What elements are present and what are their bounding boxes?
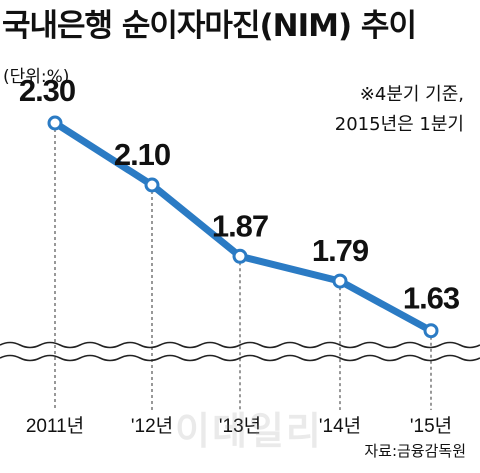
data-label-2: 1.87	[212, 208, 268, 243]
data-point-2	[232, 248, 248, 264]
break-wave-1	[0, 354, 480, 362]
axis-break-waves	[0, 341, 480, 362]
data-point-3	[332, 273, 348, 289]
unit-label: (단위:%)	[3, 67, 70, 87]
chart-title: 국내은행 순이자마진(NIM) 추이	[2, 8, 417, 44]
data-label-1: 2.10	[114, 137, 170, 172]
data-label-4: 1.63	[403, 281, 460, 316]
marker-group	[47, 115, 439, 339]
data-point-4	[423, 323, 439, 339]
break-wave-0	[0, 341, 480, 349]
x-tick-label-1: '12년	[131, 415, 173, 437]
footnote-line-2: 2015년은 1분기	[334, 114, 464, 135]
data-point-1	[144, 177, 160, 193]
data-label-group: 2.30 2.10 1.87 1.79 1.63	[19, 73, 461, 316]
data-label-3: 1.79	[312, 233, 369, 268]
guide-lines	[54, 123, 432, 410]
x-tick-label-3: '14년	[319, 415, 361, 437]
x-tick-label-group: 2011년 '12년 '13년 '14년 '15년	[26, 415, 452, 437]
watermark: 이데일리	[175, 409, 323, 453]
x-tick-label-4: '15년	[410, 415, 452, 437]
x-tick-label-0: 2011년	[26, 415, 84, 437]
data-point-0	[47, 115, 63, 131]
data-label-0: 2.30	[19, 73, 75, 108]
source-label: 자료:금융감독원	[364, 442, 466, 460]
x-tick-label-2: '13년	[219, 415, 261, 437]
footnote-line-1: ※4분기 기준,	[359, 84, 464, 105]
